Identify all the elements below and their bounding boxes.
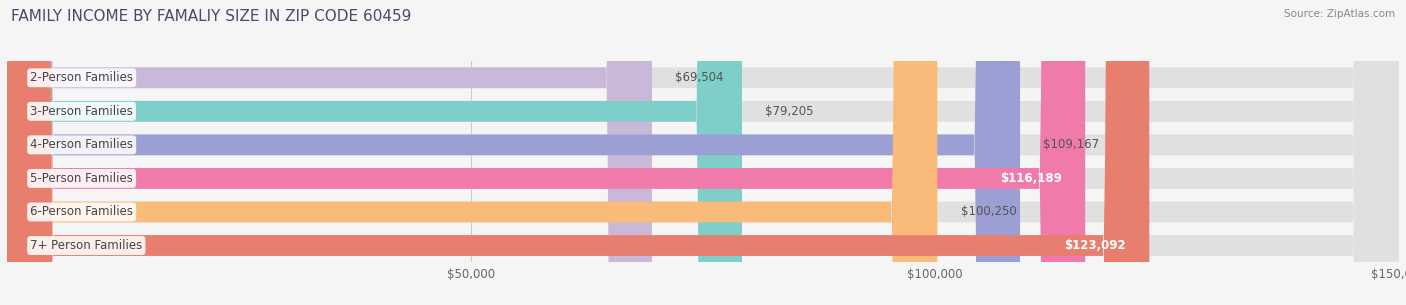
- Text: $116,189: $116,189: [1000, 172, 1062, 185]
- FancyBboxPatch shape: [7, 0, 652, 305]
- FancyBboxPatch shape: [7, 0, 1399, 305]
- FancyBboxPatch shape: [7, 0, 1399, 305]
- Text: 3-Person Families: 3-Person Families: [31, 105, 134, 118]
- Text: 7+ Person Families: 7+ Person Families: [31, 239, 142, 252]
- FancyBboxPatch shape: [7, 0, 938, 305]
- FancyBboxPatch shape: [7, 0, 1021, 305]
- Text: 4-Person Families: 4-Person Families: [31, 138, 134, 151]
- Text: 2-Person Families: 2-Person Families: [31, 71, 134, 84]
- Text: $123,092: $123,092: [1064, 239, 1126, 252]
- FancyBboxPatch shape: [7, 0, 1399, 305]
- Text: $69,504: $69,504: [675, 71, 724, 84]
- Text: 6-Person Families: 6-Person Families: [31, 206, 134, 218]
- Text: 5-Person Families: 5-Person Families: [31, 172, 134, 185]
- Text: $100,250: $100,250: [960, 206, 1017, 218]
- FancyBboxPatch shape: [7, 0, 742, 305]
- FancyBboxPatch shape: [7, 0, 1399, 305]
- Text: $79,205: $79,205: [765, 105, 814, 118]
- FancyBboxPatch shape: [7, 0, 1085, 305]
- FancyBboxPatch shape: [7, 0, 1399, 305]
- Text: Source: ZipAtlas.com: Source: ZipAtlas.com: [1284, 9, 1395, 19]
- FancyBboxPatch shape: [7, 0, 1399, 305]
- Text: FAMILY INCOME BY FAMALIY SIZE IN ZIP CODE 60459: FAMILY INCOME BY FAMALIY SIZE IN ZIP COD…: [11, 9, 412, 24]
- FancyBboxPatch shape: [7, 0, 1149, 305]
- Text: $109,167: $109,167: [1043, 138, 1099, 151]
